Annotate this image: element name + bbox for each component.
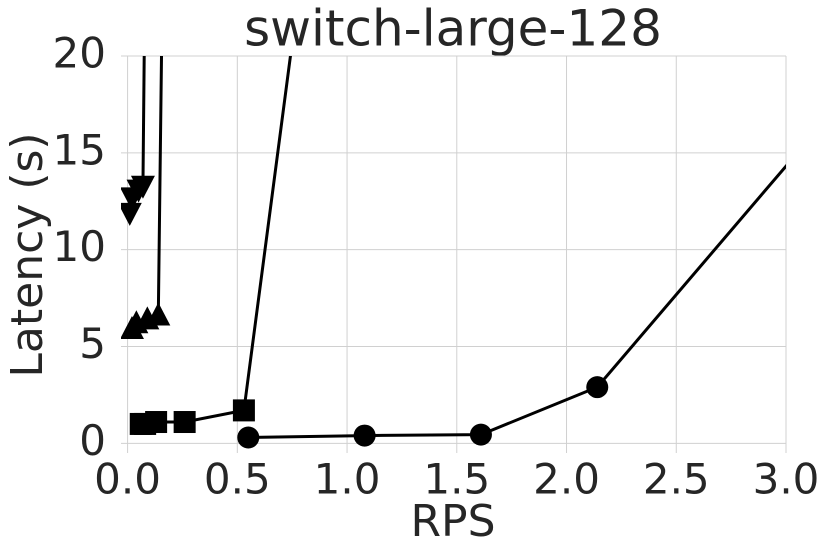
point — [146, 302, 171, 326]
y-tick-label: 20 — [53, 29, 106, 78]
y-tick-label: 15 — [53, 125, 106, 174]
point — [586, 376, 609, 399]
y-axis-label: Latency (s) — [2, 132, 53, 377]
chart-title: switch-large-128 — [244, 0, 662, 58]
point — [121, 202, 142, 226]
plot-area — [121, 56, 830, 449]
x-tick-label: 0.5 — [204, 455, 271, 504]
y-tick-label: 10 — [53, 222, 106, 271]
point — [232, 399, 255, 422]
y-tick-label: 5 — [79, 319, 106, 368]
point — [821, 101, 830, 123]
x-tick-label: 3.0 — [753, 455, 820, 504]
series-line — [130, 56, 164, 330]
point — [237, 426, 260, 449]
y-tick-label: 0 — [79, 416, 106, 465]
point — [173, 411, 196, 434]
x-tick-label: 1.5 — [423, 455, 490, 504]
x-tick-label: 1.0 — [314, 455, 381, 504]
point — [469, 423, 492, 446]
series-line — [140, 56, 292, 426]
point — [145, 411, 168, 434]
x-tick-label: 0.0 — [94, 455, 161, 504]
x-axis-label: RPS — [410, 496, 495, 547]
x-tick-label: 2.0 — [533, 455, 600, 504]
point — [353, 424, 376, 447]
point — [130, 175, 155, 199]
grid — [121, 55, 787, 453]
series-line — [248, 163, 786, 440]
x-tick-label: 2.5 — [643, 455, 710, 504]
